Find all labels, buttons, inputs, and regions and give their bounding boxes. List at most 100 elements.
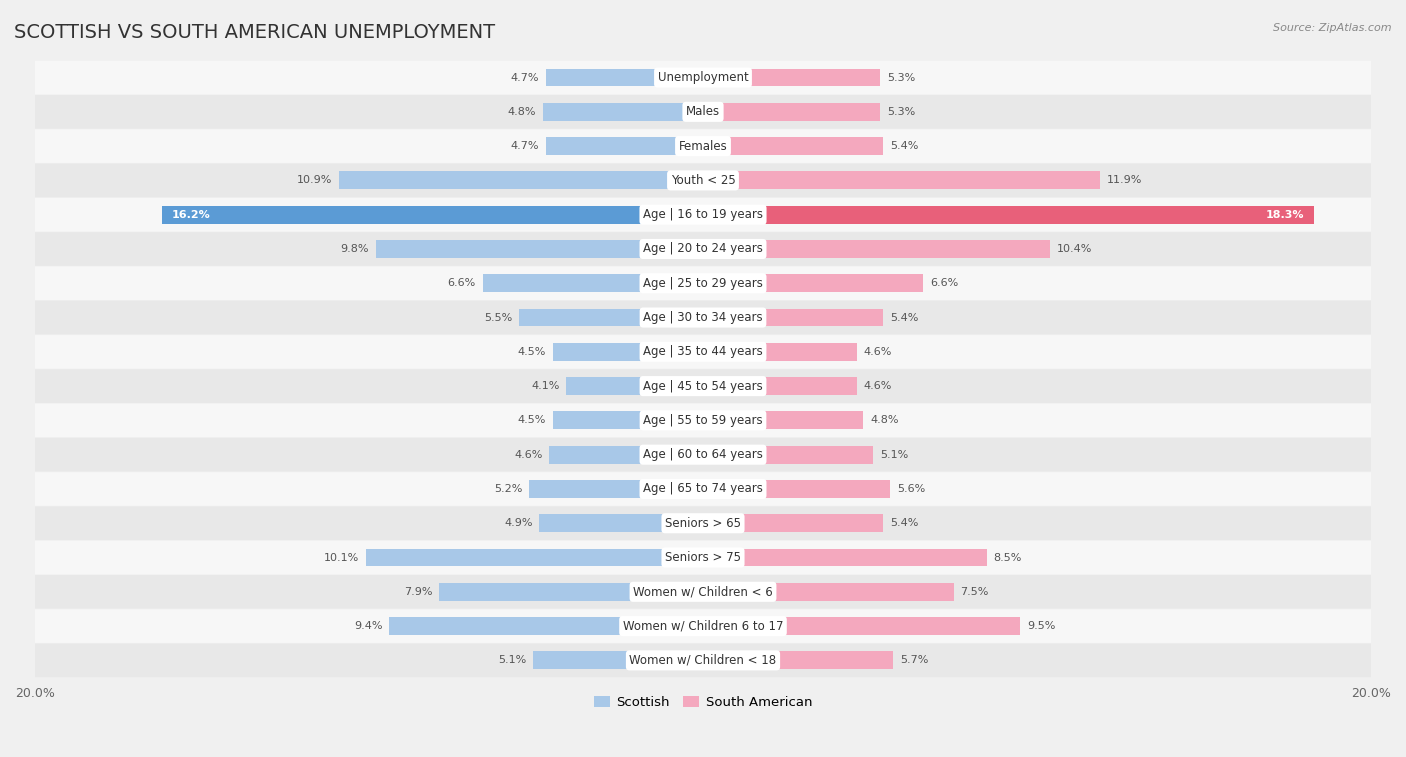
Text: Women w/ Children < 18: Women w/ Children < 18 xyxy=(630,654,776,667)
Text: 10.1%: 10.1% xyxy=(323,553,359,562)
Bar xyxy=(366,549,703,566)
Bar xyxy=(703,652,893,669)
Bar xyxy=(567,377,703,395)
Bar xyxy=(533,652,703,669)
Text: Women w/ Children < 6: Women w/ Children < 6 xyxy=(633,585,773,598)
Text: Females: Females xyxy=(679,139,727,153)
Text: 8.5%: 8.5% xyxy=(994,553,1022,562)
Text: 5.4%: 5.4% xyxy=(890,313,918,322)
FancyBboxPatch shape xyxy=(18,164,1388,198)
Bar xyxy=(703,446,873,463)
Text: 10.9%: 10.9% xyxy=(297,176,332,185)
FancyBboxPatch shape xyxy=(18,129,1388,163)
Bar xyxy=(553,412,703,429)
FancyBboxPatch shape xyxy=(18,438,1388,472)
Text: 5.4%: 5.4% xyxy=(890,519,918,528)
Text: 6.6%: 6.6% xyxy=(931,279,959,288)
Text: 5.4%: 5.4% xyxy=(890,141,918,151)
Text: 5.5%: 5.5% xyxy=(484,313,513,322)
Text: Age | 65 to 74 years: Age | 65 to 74 years xyxy=(643,482,763,496)
Text: 5.2%: 5.2% xyxy=(495,484,523,494)
Text: 11.9%: 11.9% xyxy=(1107,176,1143,185)
Bar xyxy=(703,617,1021,635)
Bar xyxy=(543,103,703,121)
FancyBboxPatch shape xyxy=(18,232,1388,266)
Bar xyxy=(703,377,856,395)
FancyBboxPatch shape xyxy=(18,643,1388,678)
Text: 4.7%: 4.7% xyxy=(510,141,540,151)
Bar xyxy=(550,446,703,463)
Bar xyxy=(703,137,883,155)
Bar xyxy=(703,69,880,86)
Text: 6.6%: 6.6% xyxy=(447,279,475,288)
Bar xyxy=(703,172,1101,189)
Text: Age | 30 to 34 years: Age | 30 to 34 years xyxy=(643,311,763,324)
Text: 4.6%: 4.6% xyxy=(863,381,891,391)
Text: Age | 16 to 19 years: Age | 16 to 19 years xyxy=(643,208,763,221)
Bar xyxy=(540,514,703,532)
Bar xyxy=(703,583,953,601)
Bar xyxy=(162,206,703,223)
Text: 4.6%: 4.6% xyxy=(863,347,891,357)
FancyBboxPatch shape xyxy=(18,403,1388,438)
Text: Males: Males xyxy=(686,105,720,118)
Text: 5.3%: 5.3% xyxy=(887,73,915,83)
Text: 4.7%: 4.7% xyxy=(510,73,540,83)
Bar xyxy=(553,343,703,361)
Text: Seniors > 65: Seniors > 65 xyxy=(665,517,741,530)
Text: 9.5%: 9.5% xyxy=(1026,621,1056,631)
Text: 4.1%: 4.1% xyxy=(531,381,560,391)
Text: Age | 55 to 59 years: Age | 55 to 59 years xyxy=(643,414,763,427)
Bar xyxy=(703,103,880,121)
FancyBboxPatch shape xyxy=(18,301,1388,335)
FancyBboxPatch shape xyxy=(18,472,1388,506)
Text: 5.6%: 5.6% xyxy=(897,484,925,494)
Legend: Scottish, South American: Scottish, South American xyxy=(589,690,817,714)
Text: Age | 45 to 54 years: Age | 45 to 54 years xyxy=(643,379,763,393)
Bar xyxy=(482,274,703,292)
FancyBboxPatch shape xyxy=(18,198,1388,232)
Text: 4.5%: 4.5% xyxy=(517,347,546,357)
Text: 9.8%: 9.8% xyxy=(340,244,368,254)
Text: Source: ZipAtlas.com: Source: ZipAtlas.com xyxy=(1274,23,1392,33)
Bar xyxy=(703,206,1315,223)
Text: Youth < 25: Youth < 25 xyxy=(671,174,735,187)
Bar xyxy=(529,480,703,498)
FancyBboxPatch shape xyxy=(18,266,1388,300)
Text: 7.9%: 7.9% xyxy=(404,587,433,597)
Text: 4.8%: 4.8% xyxy=(870,416,898,425)
Bar xyxy=(519,309,703,326)
Text: 4.9%: 4.9% xyxy=(505,519,533,528)
Bar xyxy=(375,240,703,258)
Text: 4.8%: 4.8% xyxy=(508,107,536,117)
Text: Women w/ Children 6 to 17: Women w/ Children 6 to 17 xyxy=(623,619,783,633)
Text: SCOTTISH VS SOUTH AMERICAN UNEMPLOYMENT: SCOTTISH VS SOUTH AMERICAN UNEMPLOYMENT xyxy=(14,23,495,42)
Text: Age | 20 to 24 years: Age | 20 to 24 years xyxy=(643,242,763,255)
Bar xyxy=(703,480,890,498)
FancyBboxPatch shape xyxy=(18,506,1388,540)
Bar xyxy=(339,172,703,189)
Text: 9.4%: 9.4% xyxy=(354,621,382,631)
Bar xyxy=(546,69,703,86)
Text: 10.4%: 10.4% xyxy=(1057,244,1092,254)
FancyBboxPatch shape xyxy=(18,575,1388,609)
Bar xyxy=(703,240,1050,258)
Text: Age | 25 to 29 years: Age | 25 to 29 years xyxy=(643,277,763,290)
Text: 5.7%: 5.7% xyxy=(900,656,928,665)
Text: 5.1%: 5.1% xyxy=(880,450,908,459)
Bar xyxy=(546,137,703,155)
FancyBboxPatch shape xyxy=(18,335,1388,369)
Bar xyxy=(703,309,883,326)
Bar xyxy=(703,274,924,292)
Bar xyxy=(703,343,856,361)
Text: 16.2%: 16.2% xyxy=(172,210,211,220)
Bar xyxy=(703,549,987,566)
Text: 18.3%: 18.3% xyxy=(1265,210,1305,220)
Text: 5.3%: 5.3% xyxy=(887,107,915,117)
Bar xyxy=(439,583,703,601)
Bar xyxy=(703,412,863,429)
Text: 5.1%: 5.1% xyxy=(498,656,526,665)
Text: 4.5%: 4.5% xyxy=(517,416,546,425)
FancyBboxPatch shape xyxy=(18,61,1388,95)
FancyBboxPatch shape xyxy=(18,95,1388,129)
